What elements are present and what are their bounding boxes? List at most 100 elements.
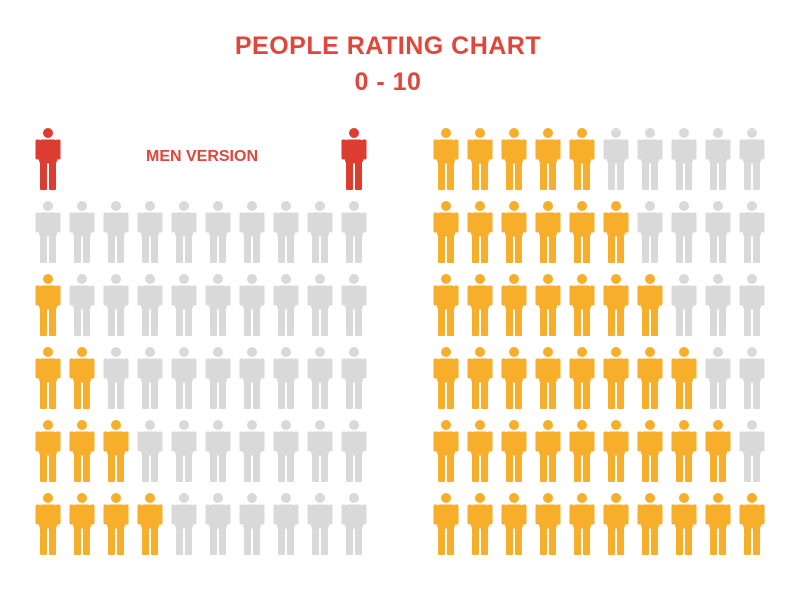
- man-icon-empty: [239, 274, 265, 336]
- man-icon-filled: [739, 493, 765, 555]
- man-icon-filled: [637, 420, 663, 482]
- man-icon-empty: [671, 128, 697, 190]
- man-icon-filled: [569, 274, 595, 336]
- man-icon-empty: [171, 274, 197, 336]
- man-icon-filled: [603, 274, 629, 336]
- man-icon-empty: [739, 274, 765, 336]
- man-icon-empty: [171, 347, 197, 409]
- man-icon-filled: [705, 493, 731, 555]
- man-icon-filled: [137, 493, 163, 555]
- man-icon-filled: [501, 201, 527, 263]
- man-icon-filled: [603, 493, 629, 555]
- man-icon-filled: [35, 493, 61, 555]
- man-icon-empty: [341, 347, 367, 409]
- rating-rows: [35, 128, 765, 555]
- man-icon-empty: [273, 201, 299, 263]
- man-icon-empty: [239, 201, 265, 263]
- man-icon-empty: [671, 201, 697, 263]
- man-icon-empty: [739, 347, 765, 409]
- man-icon-filled: [467, 274, 493, 336]
- man-icon-filled: [35, 420, 61, 482]
- man-icon-filled: [535, 128, 561, 190]
- man-icon-filled: [501, 347, 527, 409]
- man-icon-empty: [273, 493, 299, 555]
- rating-row-8: [433, 347, 765, 409]
- man-icon-filled: [433, 274, 459, 336]
- man-icon-filled: [569, 493, 595, 555]
- man-icon-empty: [341, 493, 367, 555]
- man-icon-filled: [535, 347, 561, 409]
- man-icon-empty: [273, 274, 299, 336]
- man-icon-filled: [69, 493, 95, 555]
- man-icon-empty: [705, 347, 731, 409]
- man-icon-filled: [501, 420, 527, 482]
- man-icon-filled: [569, 420, 595, 482]
- man-icon-empty: [705, 128, 731, 190]
- man-icon-filled: [603, 201, 629, 263]
- man-icon-empty: [705, 274, 731, 336]
- man-icon-filled: [637, 347, 663, 409]
- man-icon-filled: [569, 347, 595, 409]
- man-icon-empty: [341, 274, 367, 336]
- man-icon-empty: [341, 420, 367, 482]
- man-icon-filled: [433, 201, 459, 263]
- man-icon-filled: [705, 420, 731, 482]
- man-icon-filled: [569, 128, 595, 190]
- man-icon-empty: [171, 493, 197, 555]
- man-icon-filled: [501, 274, 527, 336]
- man-icon: [35, 128, 61, 190]
- man-icon-empty: [671, 274, 697, 336]
- man-icon-empty: [341, 201, 367, 263]
- man-icon-filled: [671, 493, 697, 555]
- man-icon-empty: [205, 274, 231, 336]
- man-icon-filled: [637, 493, 663, 555]
- man-icon-empty: [239, 493, 265, 555]
- man-icon-filled: [103, 493, 129, 555]
- man-icon-filled: [535, 274, 561, 336]
- man-icon-empty: [307, 274, 333, 336]
- man-icon-filled: [467, 420, 493, 482]
- man-icon-empty: [137, 201, 163, 263]
- man-icon-filled: [535, 201, 561, 263]
- man-icon-empty: [205, 420, 231, 482]
- man-icon-filled: [103, 420, 129, 482]
- man-icon-empty: [739, 201, 765, 263]
- rating-row-7: [433, 274, 765, 336]
- man-icon: [341, 128, 367, 190]
- rating-row-9: [433, 420, 765, 482]
- man-icon-empty: [137, 274, 163, 336]
- man-icon-empty: [637, 201, 663, 263]
- rating-row-1: [35, 274, 367, 336]
- man-icon-empty: [205, 201, 231, 263]
- man-icon-empty: [307, 201, 333, 263]
- man-icon-empty: [171, 201, 197, 263]
- man-icon-empty: [103, 274, 129, 336]
- rating-row-6: [433, 201, 765, 263]
- man-icon-empty: [205, 493, 231, 555]
- man-icon-empty: [137, 420, 163, 482]
- man-icon-filled: [69, 420, 95, 482]
- man-icon-empty: [273, 420, 299, 482]
- version-label: MEN VERSION: [145, 148, 258, 165]
- man-icon-empty: [103, 201, 129, 263]
- man-icon-filled: [671, 420, 697, 482]
- man-icon-filled: [433, 493, 459, 555]
- man-icon-empty: [103, 347, 129, 409]
- man-icon-filled: [433, 128, 459, 190]
- man-icon-empty: [637, 128, 663, 190]
- man-icon-filled: [35, 347, 61, 409]
- rating-row-2: [35, 347, 367, 409]
- man-icon-filled: [467, 493, 493, 555]
- man-icon-filled: [603, 347, 629, 409]
- man-icon-empty: [603, 128, 629, 190]
- man-icon-empty: [307, 493, 333, 555]
- man-icon-filled: [467, 347, 493, 409]
- man-icon-empty: [739, 128, 765, 190]
- man-icon-filled: [467, 128, 493, 190]
- title-line-2: 0 - 10: [354, 68, 422, 96]
- man-icon-empty: [273, 347, 299, 409]
- man-icon-empty: [239, 420, 265, 482]
- man-icon-filled: [467, 201, 493, 263]
- man-icon-empty: [35, 201, 61, 263]
